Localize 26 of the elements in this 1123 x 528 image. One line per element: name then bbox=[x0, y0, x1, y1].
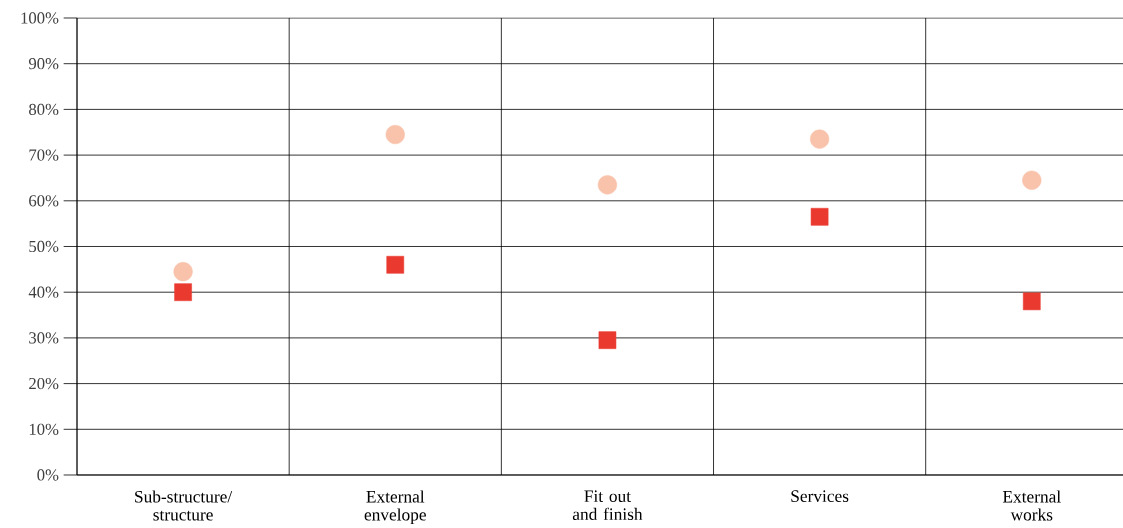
x-tick-label: Services bbox=[791, 490, 849, 503]
y-tick-label: 20% bbox=[29, 377, 59, 390]
y-tick-label: 70% bbox=[29, 149, 59, 161]
y-tick-label: 80% bbox=[29, 103, 59, 116]
y-tick-label: 40% bbox=[28, 286, 59, 298]
y-tick-label: 90% bbox=[28, 58, 59, 70]
y-tick-label: 10% bbox=[29, 423, 59, 435]
y-tick-label: 0% bbox=[37, 469, 59, 481]
point bbox=[597, 175, 618, 195]
x-tick-label: Fit out and finish bbox=[572, 490, 643, 521]
y-tick-label: 60% bbox=[29, 195, 59, 207]
y-tick-label: 30% bbox=[29, 332, 59, 344]
point bbox=[1022, 170, 1042, 190]
x-tick-label: External envelope bbox=[364, 490, 426, 525]
x-tick-label: Sub-structure/ structure bbox=[135, 490, 233, 521]
point bbox=[810, 129, 830, 149]
point bbox=[598, 331, 617, 349]
point bbox=[1022, 292, 1041, 311]
point bbox=[174, 283, 192, 301]
point bbox=[810, 207, 829, 226]
point bbox=[173, 262, 193, 282]
y-tick-label: 50% bbox=[29, 240, 59, 253]
point bbox=[386, 255, 405, 274]
x-tick-label: External works bbox=[1002, 490, 1061, 521]
y-tick-label: 100% bbox=[21, 12, 59, 24]
point bbox=[385, 124, 405, 145]
